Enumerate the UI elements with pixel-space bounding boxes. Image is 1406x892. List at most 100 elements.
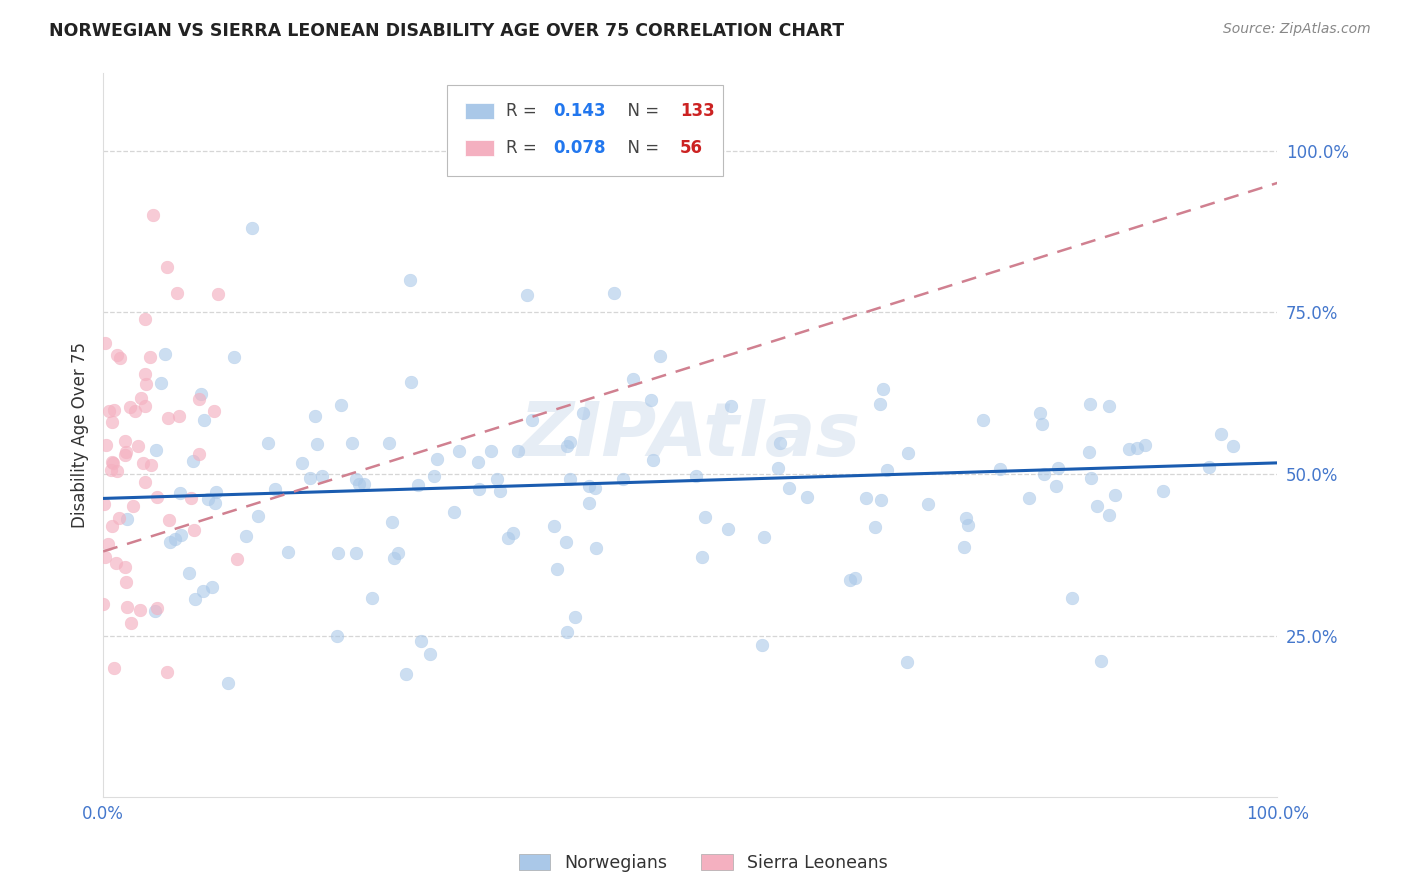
Point <box>180 491 202 505</box>
Point <box>972 413 994 427</box>
Point <box>558 472 581 486</box>
Point <box>1118 442 1140 456</box>
Point <box>1098 508 1121 522</box>
FancyBboxPatch shape <box>447 86 723 176</box>
Point <box>142 208 165 222</box>
FancyBboxPatch shape <box>465 140 494 156</box>
Point <box>344 472 367 486</box>
Point <box>101 455 124 469</box>
Point <box>876 463 898 477</box>
Text: N =: N = <box>617 139 665 157</box>
Point <box>917 497 939 511</box>
Point <box>603 285 626 300</box>
Point <box>1222 439 1244 453</box>
Point <box>839 573 862 587</box>
Point <box>419 647 441 661</box>
Point <box>578 496 600 510</box>
Point <box>240 221 263 235</box>
Point <box>135 376 157 391</box>
Point <box>226 552 249 566</box>
Point <box>1080 396 1102 410</box>
Point <box>101 456 124 470</box>
Text: 0.143: 0.143 <box>553 102 606 120</box>
Point <box>1029 406 1052 420</box>
Point <box>872 382 894 396</box>
Point <box>263 482 285 496</box>
Point <box>291 457 314 471</box>
Point <box>93 498 115 512</box>
Point <box>139 351 162 365</box>
Point <box>101 415 124 429</box>
Point <box>855 491 877 505</box>
Point <box>134 367 156 381</box>
Point <box>153 347 176 361</box>
Point <box>115 511 138 525</box>
Text: 0.078: 0.078 <box>553 139 606 157</box>
Point <box>555 534 578 549</box>
Point <box>217 676 239 690</box>
Point <box>869 397 891 411</box>
Point <box>114 434 136 449</box>
Point <box>105 557 128 571</box>
Point <box>347 476 370 491</box>
Point <box>488 483 510 498</box>
Point <box>120 615 142 630</box>
Point <box>1047 461 1070 475</box>
Point <box>377 436 399 450</box>
Point <box>156 260 179 274</box>
Point <box>387 545 409 559</box>
Point <box>329 398 352 412</box>
Point <box>1080 470 1102 484</box>
Point <box>134 475 156 489</box>
Point <box>134 399 156 413</box>
Point <box>1045 479 1067 493</box>
Point <box>844 571 866 585</box>
Point <box>956 518 979 533</box>
Point <box>344 546 367 560</box>
Point <box>778 481 800 495</box>
Point <box>326 546 349 560</box>
Point <box>1060 591 1083 605</box>
Point <box>205 484 228 499</box>
Point <box>382 550 405 565</box>
Point <box>1104 488 1126 502</box>
Point <box>299 471 322 485</box>
Point <box>127 438 149 452</box>
Point <box>165 533 187 547</box>
Point <box>502 525 524 540</box>
Point <box>114 448 136 462</box>
Point <box>578 479 600 493</box>
Point <box>1018 491 1040 505</box>
Point <box>256 435 278 450</box>
Point <box>1033 467 1056 482</box>
Point <box>426 452 449 467</box>
Point <box>650 349 672 363</box>
Text: 56: 56 <box>679 139 703 157</box>
Point <box>720 399 742 413</box>
Point <box>869 493 891 508</box>
Point <box>685 469 707 483</box>
Point <box>1133 438 1156 452</box>
Text: NORWEGIAN VS SIERRA LEONEAN DISABILITY AGE OVER 75 CORRELATION CHART: NORWEGIAN VS SIERRA LEONEAN DISABILITY A… <box>49 22 845 40</box>
Point <box>1198 459 1220 474</box>
Point <box>122 499 145 513</box>
Point <box>506 444 529 458</box>
Point <box>1211 427 1233 442</box>
Text: 133: 133 <box>679 102 714 120</box>
Point <box>100 462 122 476</box>
Point <box>571 406 593 420</box>
Point <box>156 665 179 679</box>
Point <box>766 460 789 475</box>
Point <box>399 375 422 389</box>
Point <box>146 600 169 615</box>
Point <box>467 483 489 497</box>
Text: N =: N = <box>617 102 665 120</box>
Point <box>381 515 404 529</box>
Point <box>342 436 364 450</box>
Point <box>170 527 193 541</box>
Point <box>277 545 299 559</box>
Point <box>1153 484 1175 499</box>
Y-axis label: Disability Age Over 75: Disability Age Over 75 <box>72 342 89 528</box>
Text: R =: R = <box>506 102 541 120</box>
Point <box>555 440 578 454</box>
